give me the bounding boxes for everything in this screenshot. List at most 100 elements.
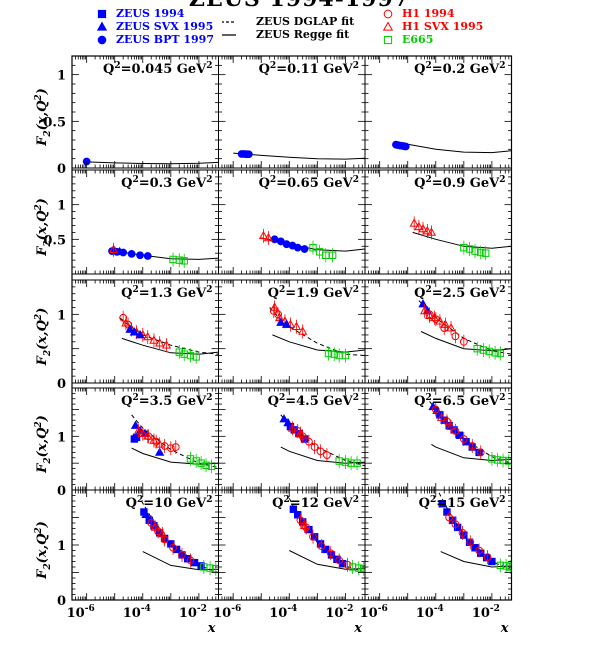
panel-content bbox=[130, 414, 219, 474]
point-marker bbox=[300, 245, 309, 253]
panel-label-q: Q bbox=[414, 394, 425, 409]
point-marker bbox=[304, 437, 313, 446]
x-tick-exp: -4 bbox=[434, 604, 444, 614]
point-marker bbox=[202, 461, 210, 470]
panel-label: Q2=4.5 GeV2 bbox=[268, 393, 359, 409]
x-tick-base: 10 bbox=[416, 606, 434, 621]
y-axis-label: F2(x,Q2) bbox=[34, 521, 53, 580]
regge-fit-curve bbox=[86, 161, 219, 165]
circle-open-icon bbox=[383, 9, 393, 19]
panel-label: Q2=3.5 GeV2 bbox=[121, 393, 212, 409]
point-marker bbox=[418, 299, 428, 308]
point-marker bbox=[155, 338, 165, 347]
point-marker bbox=[355, 564, 363, 572]
point-marker bbox=[491, 349, 499, 357]
panel-label: Q2=0.2 GeV2 bbox=[414, 61, 505, 77]
panel-label-value: =3.5 GeV bbox=[139, 394, 207, 409]
panel-label-sup: 2 bbox=[430, 495, 436, 505]
panel: Q2=0.2 GeV2 bbox=[364, 55, 512, 169]
panel-label-value: =0.11 GeV bbox=[276, 62, 353, 77]
y-tick-label: 1 bbox=[57, 539, 66, 554]
legend-label: ZEUS 1994 bbox=[116, 7, 185, 20]
panel-content bbox=[418, 299, 512, 361]
regge-fit-curve bbox=[142, 551, 219, 571]
point-marker bbox=[244, 150, 253, 159]
x-tick-label: 10-4 bbox=[269, 604, 297, 621]
triangle-filled-icon bbox=[96, 21, 108, 31]
x-tick-base: 10 bbox=[67, 606, 85, 621]
panel-label: Q2=1.3 GeV2 bbox=[121, 285, 212, 301]
panel-label-sup: 2 bbox=[132, 393, 138, 403]
point-marker bbox=[287, 423, 298, 432]
x-tick-base: 10 bbox=[325, 606, 343, 621]
panel-label: Q2=0.045 GeV2 bbox=[103, 61, 212, 77]
panel-label: Q2=6.5 GeV2 bbox=[414, 393, 505, 409]
dglap-fit-curve bbox=[119, 317, 219, 355]
panel-label-q: Q bbox=[414, 286, 425, 301]
point-marker bbox=[206, 564, 214, 572]
x-axis-label: x bbox=[207, 621, 216, 636]
point-marker bbox=[150, 522, 160, 531]
panel-label-q: Q bbox=[121, 286, 132, 301]
x-tick-base: 10 bbox=[472, 606, 490, 621]
point-marker bbox=[458, 529, 467, 537]
panel: Q2=12 GeV2 bbox=[218, 489, 366, 601]
point-marker bbox=[138, 428, 148, 437]
panel: Q2=0.11 GeV2 bbox=[218, 55, 366, 169]
point-marker bbox=[341, 351, 350, 360]
y-axis-label-close: ) bbox=[35, 415, 50, 422]
panel-label-q: Q bbox=[272, 496, 283, 511]
triangle-open-icon bbox=[382, 21, 394, 31]
panel-label-sup: 2 bbox=[279, 285, 285, 295]
panel-label-sup: 2 bbox=[132, 285, 138, 295]
y-axis-label-args: (x,Q bbox=[35, 533, 50, 563]
solid-line-icon bbox=[222, 34, 236, 36]
point-marker bbox=[343, 560, 352, 569]
panel-label-sup: 2 bbox=[270, 175, 276, 185]
dglap-fit-curve bbox=[269, 307, 365, 356]
panel-content bbox=[438, 492, 512, 574]
point-marker bbox=[438, 500, 446, 508]
panel: Q2=1.3 GeV2 bbox=[71, 279, 219, 384]
y-axis-label-close: ) bbox=[35, 521, 50, 528]
x-tick-label: 10-6 bbox=[213, 604, 241, 621]
panel-label-value: =4.5 GeV bbox=[285, 394, 353, 409]
x-tick-exp: -2 bbox=[490, 604, 500, 614]
panel-label-value: =12 GeV bbox=[290, 496, 354, 511]
x-axis-label: x bbox=[500, 621, 509, 636]
point-marker bbox=[383, 9, 393, 19]
point-marker bbox=[341, 458, 350, 466]
point-marker bbox=[125, 324, 135, 333]
legend-label: ZEUS Regge fit bbox=[256, 28, 350, 41]
point-marker bbox=[141, 509, 151, 519]
panel-label-q: Q bbox=[259, 62, 270, 77]
point-marker bbox=[144, 432, 153, 441]
point-marker bbox=[143, 431, 153, 440]
point-marker bbox=[207, 462, 216, 471]
panel-label-sup: 2 bbox=[353, 393, 359, 403]
panel-label-q: Q bbox=[268, 394, 279, 409]
panel-label-value: =0.2 GeV bbox=[432, 62, 500, 77]
point-marker bbox=[499, 456, 507, 465]
point-marker bbox=[108, 244, 119, 254]
panel-label-value: =0.045 GeV bbox=[121, 62, 207, 77]
panel: Q2=0.3 GeV2 bbox=[71, 169, 219, 275]
panel-label-value: =1.9 GeV bbox=[285, 286, 353, 301]
panel-label-sup: 2 bbox=[499, 61, 505, 71]
panel-content bbox=[82, 157, 219, 166]
legend-label: E665 bbox=[402, 33, 434, 46]
panel-label-q: Q bbox=[259, 176, 270, 191]
point-marker bbox=[96, 21, 108, 31]
panel-border bbox=[364, 169, 512, 275]
panel-content bbox=[279, 414, 365, 471]
legend-label: ZEUS SVX 1995 bbox=[116, 20, 214, 33]
x-tick-base: 10 bbox=[213, 606, 231, 621]
legend-label: ZEUS BPT 1997 bbox=[116, 33, 214, 46]
dglap-fit-curve bbox=[418, 300, 512, 355]
point-marker bbox=[481, 249, 490, 257]
x-tick-exp: -6 bbox=[378, 604, 388, 614]
panel: Q2=0.045 GeV2 bbox=[71, 55, 219, 169]
point-marker bbox=[197, 459, 205, 467]
point-marker bbox=[171, 443, 180, 451]
point-marker bbox=[186, 455, 195, 463]
